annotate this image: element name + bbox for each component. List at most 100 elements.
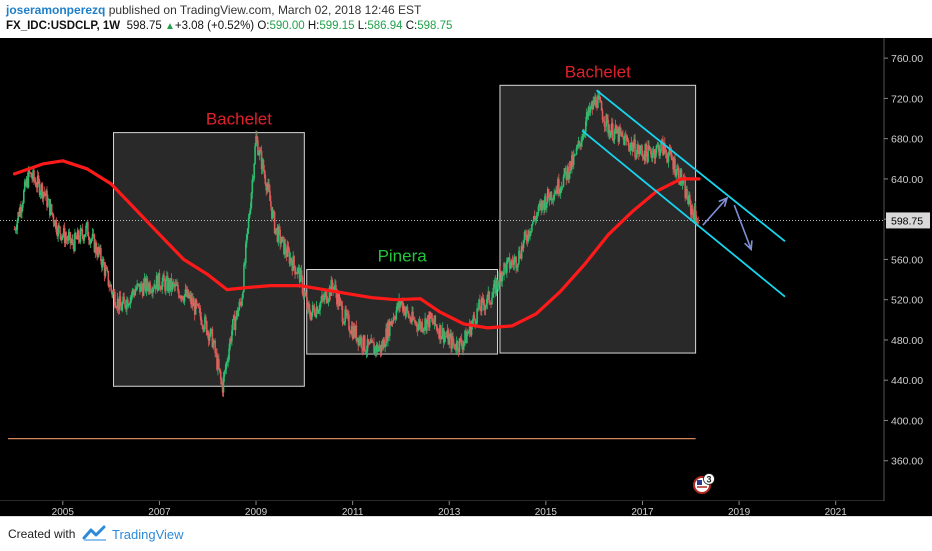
y-tick-label: 520.00 bbox=[891, 295, 923, 307]
candle-body bbox=[660, 142, 662, 152]
candle-body bbox=[142, 283, 145, 296]
candle-body bbox=[136, 283, 138, 290]
x-tick-label: 2017 bbox=[631, 507, 654, 516]
candle-body bbox=[353, 326, 356, 337]
candle-body bbox=[161, 281, 163, 290]
chart-area[interactable]: 360.00400.00440.00480.00520.00560.00600.… bbox=[0, 38, 932, 518]
candle-body bbox=[637, 145, 640, 155]
candle-body bbox=[398, 299, 400, 309]
candle-body bbox=[125, 307, 127, 310]
candle-body bbox=[659, 151, 661, 156]
annotation-box bbox=[499, 84, 697, 354]
candle-body bbox=[219, 371, 222, 380]
candle-body bbox=[98, 247, 100, 253]
candle-body bbox=[451, 336, 453, 349]
candle-body bbox=[227, 359, 229, 362]
price-axis-panel bbox=[884, 38, 932, 501]
candle-body bbox=[63, 227, 66, 244]
candle-body bbox=[467, 332, 469, 335]
candle-body bbox=[560, 187, 563, 189]
candle-body bbox=[323, 294, 326, 300]
candle-body bbox=[69, 232, 72, 244]
candle-body bbox=[697, 222, 700, 223]
candle-body bbox=[113, 291, 115, 293]
candle-body bbox=[86, 221, 88, 226]
candle-body bbox=[468, 322, 471, 332]
candle-body bbox=[126, 299, 128, 310]
candle-body bbox=[522, 240, 525, 249]
candle-body bbox=[658, 145, 660, 156]
candle-body bbox=[234, 318, 237, 330]
candle-body bbox=[444, 335, 447, 337]
candle-body bbox=[532, 216, 535, 222]
candle-body bbox=[91, 233, 94, 240]
candle-body bbox=[179, 296, 182, 299]
candle-body bbox=[500, 272, 503, 282]
candle-body bbox=[253, 163, 255, 179]
candle-body bbox=[84, 234, 86, 237]
candle-body bbox=[501, 272, 503, 282]
candle-body bbox=[473, 315, 476, 319]
candle-body bbox=[377, 348, 380, 352]
candle-body bbox=[191, 298, 193, 305]
price-chart[interactable]: 360.00400.00440.00480.00520.00560.00600.… bbox=[0, 38, 932, 518]
candle-body bbox=[479, 299, 481, 310]
tradingview-logo-icon[interactable] bbox=[82, 525, 108, 541]
y-tick-label: 480.00 bbox=[891, 335, 923, 347]
annotation-label: Bachelet bbox=[565, 62, 631, 81]
candle-body bbox=[165, 279, 167, 291]
candle-body bbox=[58, 225, 60, 227]
candle-body bbox=[260, 151, 263, 170]
candle-body bbox=[269, 190, 271, 202]
candle-body bbox=[110, 284, 112, 291]
candle-body bbox=[510, 260, 513, 266]
candle-body bbox=[623, 136, 625, 146]
candle-body bbox=[529, 233, 531, 237]
candle-body bbox=[692, 213, 695, 222]
candle-body bbox=[129, 297, 132, 304]
candle-body bbox=[488, 291, 490, 303]
candle-body bbox=[478, 299, 480, 309]
candle-body bbox=[447, 330, 450, 345]
candle-body bbox=[624, 135, 626, 146]
candle-body bbox=[506, 258, 509, 262]
candle-body bbox=[131, 289, 134, 295]
candle-body bbox=[630, 142, 633, 146]
candle-body bbox=[264, 174, 267, 184]
candle-body bbox=[27, 169, 30, 188]
candle-body bbox=[216, 352, 218, 370]
candle-body bbox=[153, 288, 155, 289]
candle-body bbox=[14, 229, 17, 231]
candle-body bbox=[352, 326, 355, 339]
candle-body bbox=[72, 239, 74, 245]
candle-body bbox=[568, 173, 570, 180]
candle-body bbox=[184, 289, 187, 295]
candle-body bbox=[77, 230, 80, 240]
candle-body bbox=[38, 180, 41, 196]
candle-body bbox=[662, 139, 664, 155]
candle-body bbox=[579, 143, 582, 147]
candle-body bbox=[73, 244, 75, 251]
candle-body bbox=[637, 145, 639, 150]
author-link[interactable]: joseramonperezq bbox=[6, 3, 106, 17]
candle-body bbox=[25, 178, 28, 186]
candle-body bbox=[378, 344, 381, 349]
candle-body bbox=[340, 301, 343, 306]
y-tick-label: 360.00 bbox=[891, 456, 923, 468]
candle-body bbox=[210, 328, 213, 330]
current-price-marker bbox=[886, 212, 930, 229]
tradingview-brand[interactable]: TradingView bbox=[112, 527, 184, 542]
candle-body bbox=[295, 273, 297, 274]
candle-body bbox=[15, 229, 18, 231]
candle-body bbox=[135, 289, 137, 291]
candle-body bbox=[233, 315, 236, 330]
candle-body bbox=[17, 212, 20, 221]
candle-body bbox=[681, 183, 684, 185]
candle-body bbox=[564, 168, 567, 172]
candle-body bbox=[375, 346, 377, 353]
candle-body bbox=[678, 181, 681, 185]
candle-body bbox=[224, 369, 227, 372]
candle-body bbox=[28, 169, 31, 173]
candle-body bbox=[116, 298, 119, 308]
candle-body bbox=[118, 296, 121, 310]
